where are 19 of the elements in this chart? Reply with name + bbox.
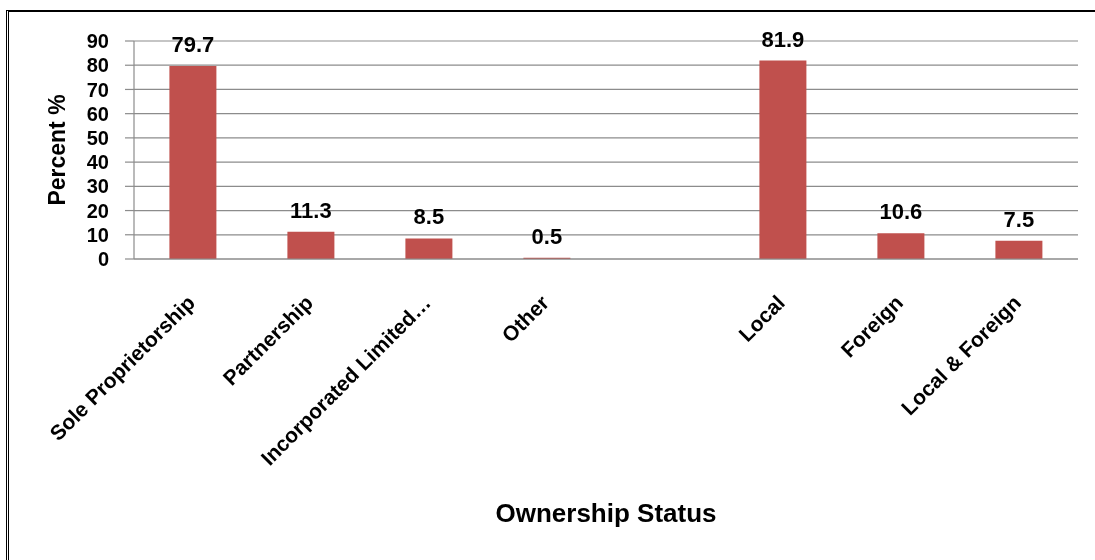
y-tick-label: 30 bbox=[86, 175, 109, 198]
y-tick-label: 70 bbox=[86, 78, 109, 101]
y-tick-label: 90 bbox=[86, 30, 109, 53]
y-tick-label: 80 bbox=[86, 54, 109, 77]
data-label: 11.3 bbox=[290, 197, 332, 223]
x-axis-title: Ownership Status bbox=[495, 498, 717, 528]
y-tick-label: 60 bbox=[86, 102, 109, 125]
data-label: 81.9 bbox=[761, 26, 805, 52]
y-axis-title: Percent % bbox=[44, 94, 70, 206]
y-tick-label: 40 bbox=[86, 151, 109, 174]
y-tick-label: 10 bbox=[86, 223, 109, 246]
y-tick-label: 0 bbox=[97, 248, 109, 271]
y-tick-label: 20 bbox=[86, 199, 109, 222]
data-label: 7.5 bbox=[1003, 206, 1035, 232]
data-label: 0.5 bbox=[531, 223, 563, 249]
data-label: 8.5 bbox=[413, 204, 445, 230]
data-label: 10.6 bbox=[879, 199, 923, 225]
y-tick-label: 50 bbox=[86, 126, 109, 149]
data-label: 79.7 bbox=[171, 31, 215, 57]
